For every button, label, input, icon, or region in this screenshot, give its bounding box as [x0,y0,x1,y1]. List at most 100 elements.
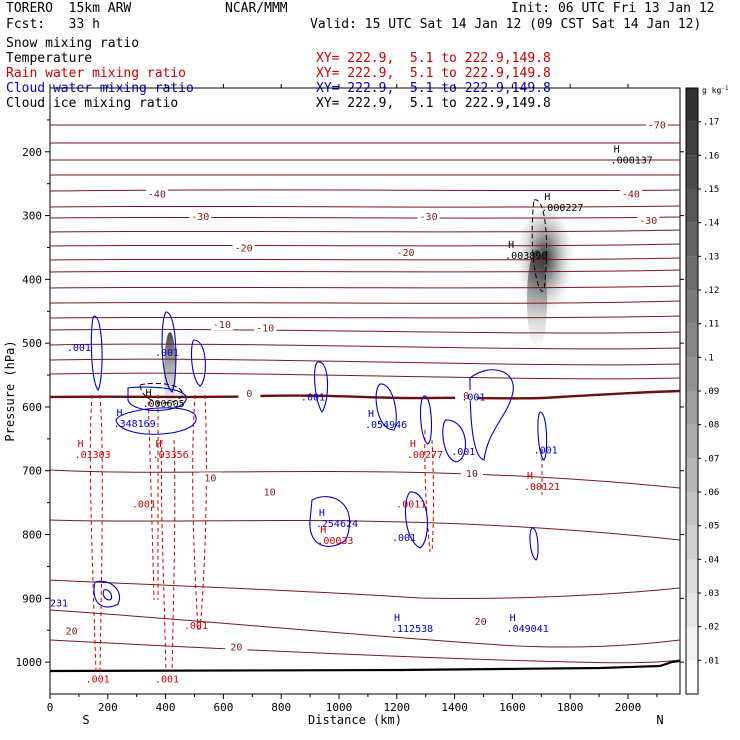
cloud-water-contours [90,311,548,608]
colorbar-segment [686,323,698,358]
max-marker-h: H [527,471,533,482]
max-value-label: .000227 [541,203,583,214]
valid-time: Valid: 15 UTC Sat 14 Jan 12 (09 CST Sat … [310,17,702,32]
contour-value-label: .001 [184,621,208,632]
temp-label: 10 [204,473,216,484]
colorbar: .01 .02 .03 .04 .05 .06 .07 .08 .09 .1 .11 .12 .13 .1… [685,87,719,695]
colorbar-tick-label: .08 [703,421,719,431]
max-marker-h: H [410,439,416,450]
max-marker-h: H [614,144,620,155]
temp-label: 20 [475,617,487,628]
temp-label-bg [645,119,668,131]
x-tick-label: 1000 [326,701,353,714]
colorbar-segment [686,256,698,290]
y-axis-label: Pressure (hPa) [3,340,17,441]
x-tick-label: 0 [47,701,54,714]
colorbar-tick-label: .12 [703,286,719,296]
colorbar-segment [686,88,698,122]
temp-label-bg [225,641,248,653]
temp-label: -20 [235,244,253,255]
y-tick-label: 700 [22,465,42,478]
south-end-label: S [82,713,89,727]
field-cloud-ice-label: Cloud ice mixing ratio [6,96,179,111]
y-tick-label: 300 [22,210,42,223]
x-axis-ticks: 0 200 400 600 800 1000 1200 1400 1600 1800 2000 [47,84,658,714]
contour-value-label: .001 [534,446,558,457]
zero-isotherm [50,389,680,400]
max-value-label: .003896 [505,251,547,262]
contour-value-label: .001 [155,675,179,686]
colorbar-unit: g kg-1 [702,85,729,95]
max-value-label: .049041 [507,624,549,635]
max-marker-h: H [319,508,325,519]
contour-labels: .001 .001 .001 .001 .001 .001 .001 .0011 .001 .00… [67,343,558,686]
max-value-label: .00277 [407,450,443,461]
ice-shading-south [164,332,176,412]
temp-label: -40 [622,189,640,200]
x-tick-label: 800 [271,701,291,714]
temp-label-bg [455,390,478,402]
max-value-label: .00121 [524,482,560,493]
temp-label: -10 [213,320,231,331]
temp-label: -30 [639,216,657,227]
max-value-label: .00033 [317,536,353,547]
colorbar-segment [686,458,698,492]
max-marker-h: H [510,613,516,624]
max-value-label: 231 [50,599,68,610]
temp-label-bg [637,215,660,227]
rain-contours [89,394,543,673]
colorbar-tick-label: .04 [703,555,719,565]
colorbar-segment [686,222,698,257]
x-tick-label: 1600 [499,701,526,714]
terrain-surface [50,659,680,673]
colorbar-segment [686,391,698,425]
colorbar-tick-label: .14 [703,219,719,229]
y-tick-label: 500 [22,337,42,350]
x-tick-label: 1800 [557,701,584,714]
temp-label: -70 [648,121,666,132]
x-tick-label: 400 [156,701,176,714]
colorbar-tick-label: .11 [703,320,719,330]
contour-value-label: .001 [67,343,91,354]
temp-label-bg [394,247,417,259]
temp-label-bg [189,210,212,222]
contour-value-label: .001 [155,348,179,359]
temp-label-bg [232,242,255,254]
field-snow-label: Snow mixing ratio [6,36,140,51]
max-marker-h: H [544,192,550,203]
temp-label-bg [619,188,642,200]
forecast-hour: Fcst: 33 h [6,17,100,32]
max-marker-h: H [368,409,374,420]
temp-label-bg [460,467,483,479]
colorbar-tick-label: .01 [703,656,719,666]
temp-label: -20 [396,248,414,259]
max-value-label: .000137 [611,155,653,166]
colorbar-tick-label: .13 [703,252,719,262]
temp-label: 10 [264,487,276,498]
ice-shading-north-tail [527,250,547,350]
max-value-label: .348169 [114,419,156,430]
colorbar-segment [686,525,698,560]
cloud-ice-contours [139,199,548,404]
temp-label: 20 [230,642,242,653]
temp-label-bg [238,388,261,400]
north-end-label: N [656,713,663,727]
temp-label-bg [258,486,281,498]
y-tick-label: 400 [22,273,42,286]
temp-label-bg [210,319,233,331]
temp-label-bg [60,625,83,637]
colorbar-tick-label: .15 [703,185,719,195]
x-tick-label: 2000 [615,701,642,714]
x-axis-label: Distance (km) [308,713,402,727]
colorbar-segment [686,626,698,661]
colorbar-tick-label: .09 [703,387,719,397]
temp-label: -30 [191,212,209,223]
colorbar-tick-label: .05 [703,522,719,532]
colorbar-segment [686,492,698,526]
temp-label: -10 [256,323,274,334]
temp-label: 0 [463,391,469,402]
colorbar-tick-label: .02 [703,623,719,633]
field-temperature-label: Temperature [6,51,93,66]
colorbar-tick-label: .06 [703,488,719,498]
